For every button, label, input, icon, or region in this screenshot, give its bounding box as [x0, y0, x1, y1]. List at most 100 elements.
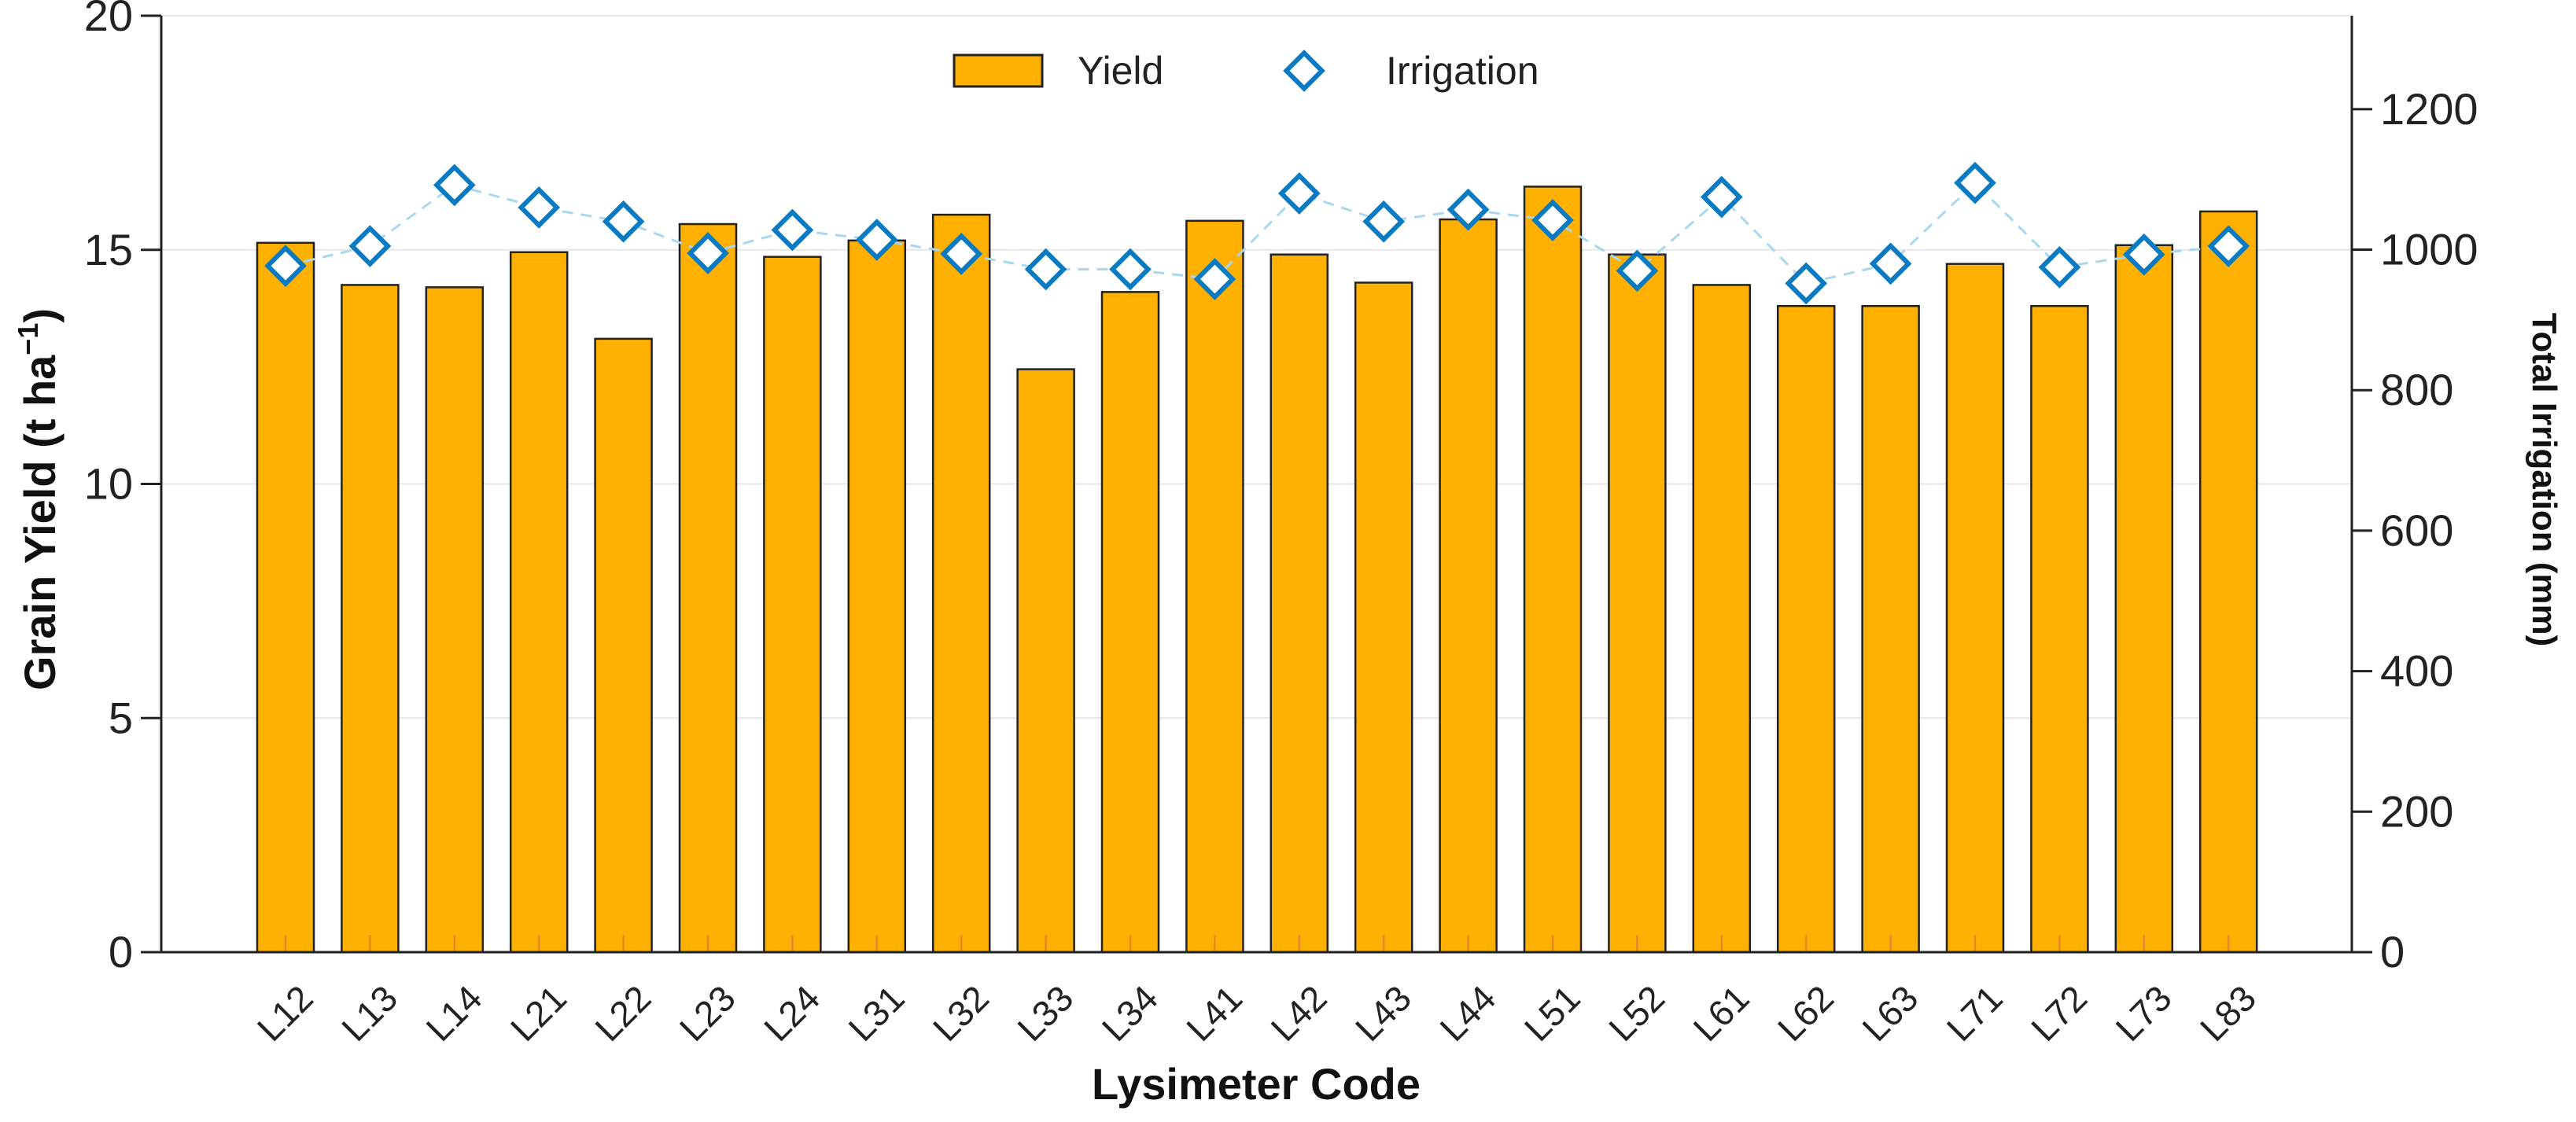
marker-irrigation: [1109, 248, 1152, 291]
y-tick-label: 15: [84, 225, 133, 274]
x-tick-label: L63: [1854, 977, 1926, 1049]
bar-yield: [847, 239, 907, 954]
marker-irrigation: [1616, 249, 1659, 292]
y2-tick-label: 1200: [2380, 84, 2478, 134]
bar-yield: [763, 256, 822, 954]
x-tick-label: L44: [1432, 977, 1503, 1049]
grid-lines: [161, 15, 2352, 953]
x-tick-label: L41: [1178, 977, 1250, 1049]
y-tick-label: 0: [109, 927, 133, 977]
marker-irrigation: [1531, 199, 1574, 241]
y2-tick-label: 600: [2380, 506, 2453, 555]
marker-irrigation: [518, 186, 561, 229]
x-tick-label: L72: [2023, 977, 2095, 1049]
y-axis-title-sup: −1: [12, 323, 44, 355]
bar-yield: [256, 241, 315, 954]
x-tick-label: L51: [1516, 977, 1588, 1049]
y2-tick-label: 800: [2380, 365, 2453, 414]
legend-irrigation-label: Irrigation: [1386, 49, 1539, 93]
x-tick-label: L83: [2192, 977, 2264, 1049]
bar-yield: [594, 337, 653, 954]
y2-axis-title: Total Irrigation (mm): [2525, 313, 2563, 647]
bar-yield: [1100, 291, 1160, 954]
x-tick-label: L33: [1009, 977, 1081, 1049]
bar-yield: [425, 286, 485, 954]
bar-yield: [2114, 244, 2174, 954]
x-tick-label: L12: [249, 977, 321, 1049]
y2-tick-label: 0: [2380, 927, 2405, 977]
marker-irrigation: [1700, 175, 1743, 219]
marker-irrigation: [1193, 258, 1236, 300]
bars: [256, 186, 2258, 954]
x-tick-label: L13: [334, 977, 405, 1049]
x-tick-label: L32: [925, 977, 997, 1049]
marker-irrigation: [1024, 248, 1067, 291]
marker-irrigation: [1785, 262, 1828, 305]
x-tick-label: L31: [841, 977, 912, 1049]
y-axis-title-close: ): [15, 308, 64, 323]
x-axis-title: Lysimeter Code: [1092, 1059, 1421, 1109]
bar-yield: [1016, 368, 1075, 954]
legend: Yield Irrigation: [953, 49, 1539, 93]
x-tick-label: L42: [1263, 977, 1335, 1049]
x-tick-label: L23: [672, 977, 743, 1049]
x-tick-label: L34: [1094, 977, 1166, 1049]
bar-yield: [1861, 304, 1920, 954]
marker-irrigation: [1446, 188, 1490, 231]
bar-yield: [1185, 219, 1244, 954]
bar-yield: [1439, 218, 1498, 954]
bar-yield: [1270, 253, 1329, 954]
marker-irrigation: [1277, 172, 1321, 215]
x-tick-label: L73: [2108, 977, 2180, 1049]
bar-yield: [1945, 263, 2005, 954]
y-tick-label: 10: [84, 459, 133, 509]
bar-yield: [509, 251, 569, 954]
bar-yield: [341, 284, 400, 954]
y2-tick-label: 200: [2380, 786, 2453, 836]
marker-irrigation: [2038, 245, 2081, 289]
legend-irrigation-marker: [1283, 50, 1325, 92]
x-tick-label: L71: [1939, 977, 2010, 1049]
marker-irrigation: [348, 225, 392, 267]
marker-irrigation: [264, 245, 307, 287]
legend-yield-label: Yield: [1078, 49, 1163, 93]
x-tick-label: L43: [1347, 977, 1419, 1049]
x-tick-label: L61: [1686, 977, 1757, 1049]
bar-yield: [2198, 210, 2258, 954]
x-tick-label: L62: [1770, 977, 1841, 1049]
marker-irrigation: [602, 200, 645, 243]
y2-tick-label: 1000: [2380, 225, 2478, 274]
x-tick-label: L52: [1601, 977, 1672, 1049]
marker-irrigation: [771, 208, 814, 252]
x-tick-label: L24: [756, 977, 827, 1049]
x-tick-label: L21: [503, 977, 574, 1049]
marker-irrigation: [433, 164, 476, 207]
x-tick-label: L22: [587, 977, 658, 1049]
x-tick-label: L14: [418, 977, 490, 1049]
y-tick-label: 20: [84, 0, 133, 40]
irrigation-line: [285, 181, 2229, 285]
marker-irrigation: [1869, 242, 1912, 285]
bar-yield: [1523, 186, 1583, 954]
legend-yield-swatch: [953, 53, 1044, 88]
y2-tick-label: 400: [2380, 646, 2453, 696]
marker-irrigation: [2122, 233, 2165, 276]
marker-irrigation: [2207, 225, 2250, 267]
bar-yield: [931, 213, 991, 954]
marker-irrigation: [1362, 200, 1406, 243]
marker-irrigation: [855, 219, 898, 261]
irrigation-series: [264, 161, 2250, 305]
marker-irrigation: [687, 232, 729, 274]
bar-yield: [1692, 284, 1752, 954]
bar-yield: [1608, 253, 1667, 954]
bar-yield: [1776, 304, 1836, 954]
bar-yield: [678, 223, 738, 954]
bar-yield: [1354, 281, 1413, 954]
axes: [141, 14, 2372, 954]
bar-yield: [2030, 304, 2089, 954]
marker-irrigation: [940, 233, 983, 275]
y-tick-label: 5: [109, 693, 133, 742]
y-axis-title: Grain Yield (t ha−1): [12, 308, 64, 690]
marker-irrigation: [1954, 161, 1996, 204]
